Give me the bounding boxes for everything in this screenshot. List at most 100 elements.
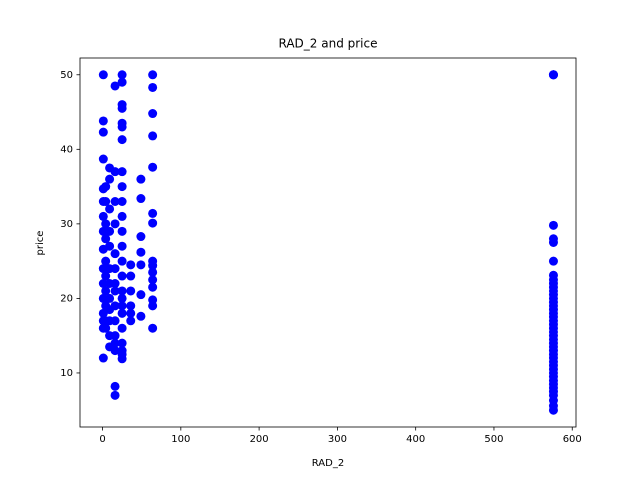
- point: [105, 204, 115, 214]
- point: [110, 316, 120, 326]
- point: [101, 286, 111, 296]
- point: [148, 282, 158, 292]
- point: [117, 308, 127, 318]
- point: [98, 226, 108, 236]
- point: [126, 316, 136, 326]
- point: [148, 162, 158, 172]
- point: [98, 127, 108, 137]
- point: [98, 264, 108, 274]
- x-tick-label: 600: [563, 434, 582, 445]
- point: [117, 241, 127, 251]
- point: [117, 211, 127, 221]
- point: [117, 77, 127, 87]
- y-tick-label: 30: [60, 219, 73, 230]
- x-tick-label: 300: [328, 434, 347, 445]
- point: [105, 174, 115, 184]
- point: [548, 238, 558, 247]
- point: [98, 279, 108, 288]
- point: [101, 323, 111, 333]
- point: [105, 293, 115, 303]
- point: [148, 70, 158, 80]
- point: [117, 323, 127, 333]
- y-axis-label: price: [35, 231, 46, 256]
- point: [110, 346, 120, 356]
- point: [117, 256, 127, 266]
- point: [548, 70, 558, 80]
- point: [110, 390, 120, 400]
- point: [117, 70, 127, 80]
- point: [148, 275, 158, 285]
- point: [136, 260, 146, 270]
- point: [110, 381, 120, 391]
- point: [548, 220, 558, 230]
- point: [110, 331, 120, 341]
- point: [136, 290, 146, 300]
- point: [117, 286, 127, 296]
- x-tick-label: 400: [406, 434, 425, 445]
- point: [136, 247, 146, 257]
- point: [105, 226, 115, 236]
- point: [136, 311, 146, 321]
- point: [117, 122, 127, 132]
- point: [136, 174, 146, 184]
- x-tick-label: 100: [171, 434, 190, 445]
- point: [105, 241, 115, 251]
- chart-title: RAD_2 and price: [278, 37, 377, 51]
- point: [117, 271, 127, 281]
- point: [117, 103, 127, 113]
- x-tick-label: 200: [250, 434, 269, 445]
- point: [126, 271, 136, 281]
- point: [136, 232, 146, 242]
- point: [148, 109, 158, 119]
- axes-frame: [79, 57, 577, 428]
- point: [101, 197, 111, 206]
- point: [126, 286, 136, 296]
- point: [110, 279, 120, 288]
- point: [117, 197, 127, 206]
- point: [148, 261, 158, 271]
- point: [98, 211, 108, 221]
- point: [101, 182, 111, 192]
- point: [148, 82, 158, 92]
- point: [148, 323, 158, 333]
- point: [117, 226, 127, 236]
- point: [101, 256, 111, 266]
- point: [117, 182, 127, 192]
- point: [117, 135, 127, 145]
- point: [126, 301, 136, 311]
- point: [126, 308, 136, 318]
- point: [548, 256, 558, 266]
- point: [98, 116, 108, 126]
- point: [110, 167, 120, 177]
- point: [110, 286, 120, 296]
- point: [110, 219, 120, 229]
- x-tick-label: 500: [484, 434, 503, 445]
- point: [98, 293, 108, 303]
- point: [117, 354, 127, 364]
- y-tick-label: 50: [60, 70, 73, 81]
- point: [126, 260, 136, 270]
- point: [148, 267, 158, 277]
- point: [117, 301, 127, 311]
- point: [110, 338, 120, 348]
- point: [98, 70, 108, 80]
- point: [110, 264, 120, 274]
- x-axis-label: RAD_2: [312, 458, 344, 469]
- y-tick-label: 10: [60, 368, 73, 379]
- point: [148, 208, 158, 218]
- point: [98, 353, 108, 363]
- point: [148, 131, 158, 141]
- point: [101, 271, 111, 281]
- point: [110, 81, 120, 91]
- point: [110, 301, 120, 311]
- point: [110, 249, 120, 259]
- point: [136, 194, 146, 204]
- point: [117, 167, 127, 177]
- point: [148, 218, 158, 228]
- point: [548, 405, 558, 415]
- y-tick-label: 20: [60, 293, 73, 304]
- point: [110, 197, 120, 206]
- point: [117, 338, 127, 348]
